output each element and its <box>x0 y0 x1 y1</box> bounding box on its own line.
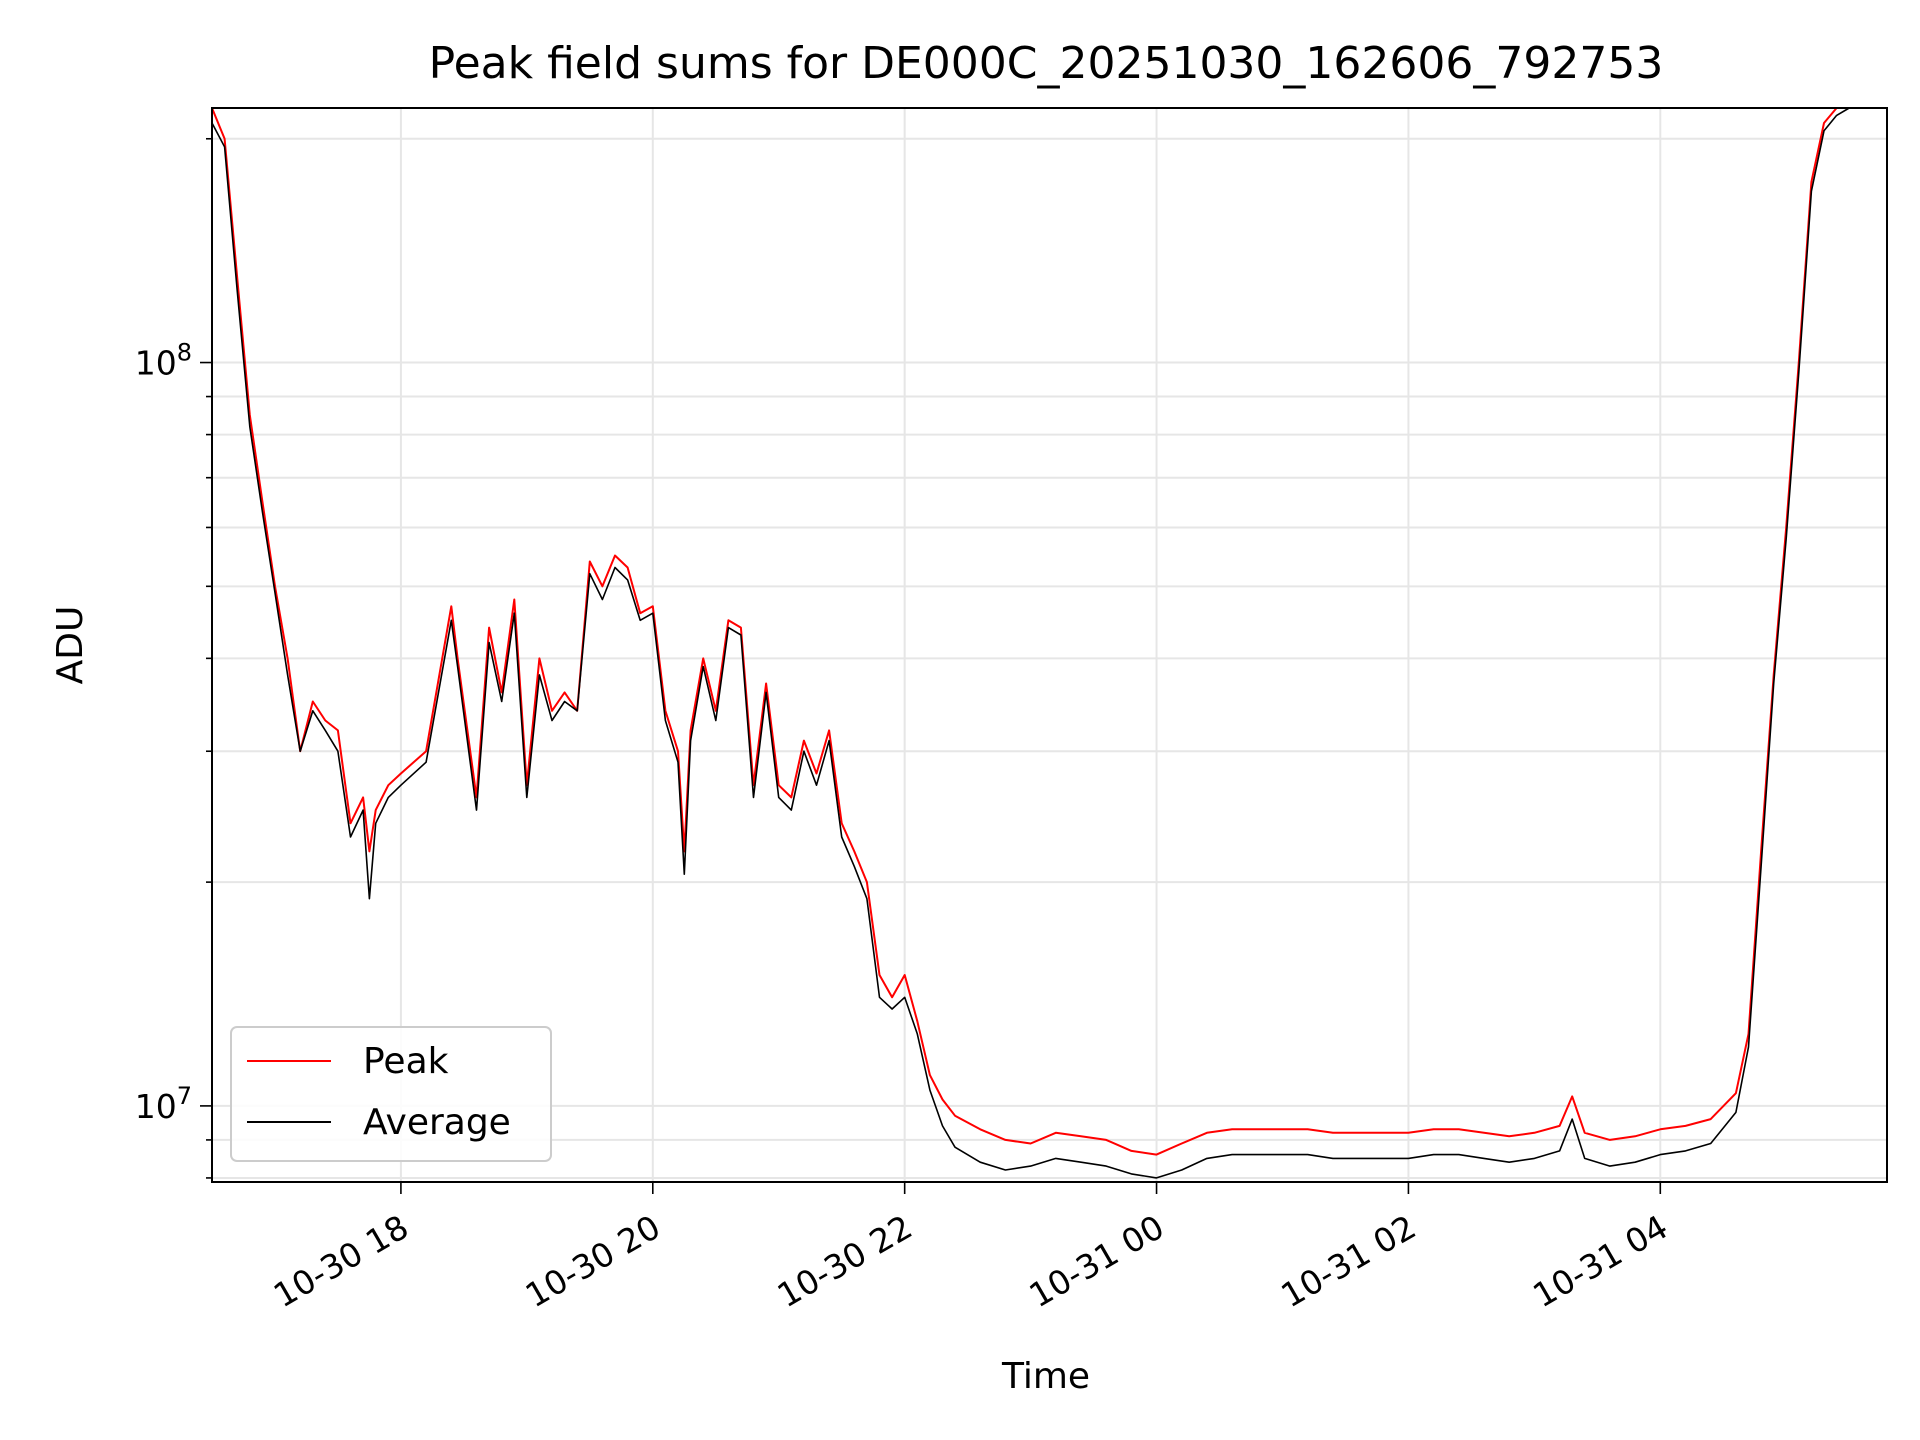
plot-frame <box>211 107 1888 1183</box>
y-axis-label: ADU <box>50 606 91 685</box>
x-axis-label: Time <box>1001 1356 1090 1397</box>
series-line-average <box>211 107 1887 1179</box>
y-tick-label: 107 <box>135 1082 192 1126</box>
series-line-peak <box>211 107 1887 1156</box>
legend: Peak Average <box>230 1026 552 1162</box>
series-layer <box>211 107 1887 1179</box>
y-tick-label: 108 <box>135 339 192 383</box>
legend-average-label: Average <box>363 1102 511 1143</box>
legend-peak-label: Peak <box>363 1041 449 1082</box>
chart-title: Peak field sums for DE000C_20251030_1626… <box>429 38 1664 89</box>
